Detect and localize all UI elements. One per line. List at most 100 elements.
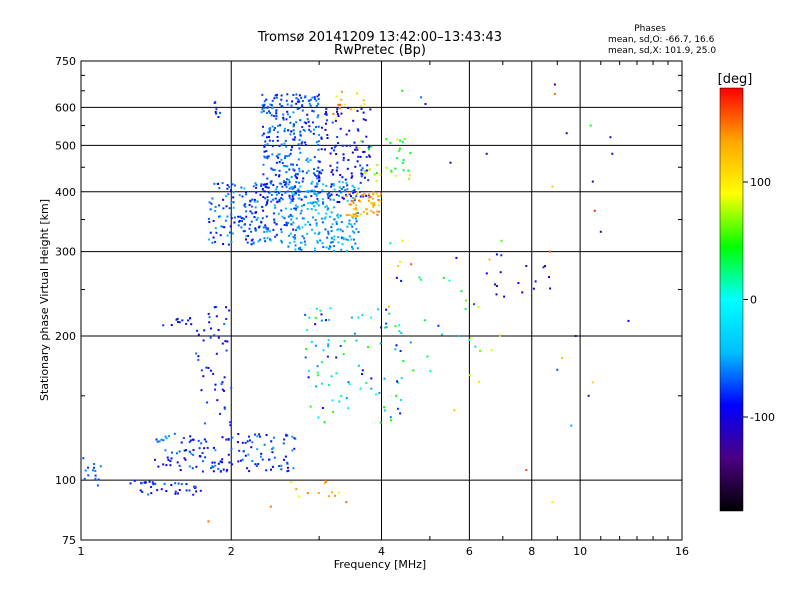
data-point [313,192,316,195]
data-point [268,131,271,134]
data-point [315,224,318,227]
data-point [215,108,218,111]
data-point [264,140,267,143]
data-point [200,442,203,445]
data-point [306,232,309,235]
data-point [336,228,339,231]
data-point [265,215,268,218]
data-point [342,236,345,239]
x-axis-ticks: 1 2 4 6 8 10 16 [78,61,689,558]
data-point [287,469,290,472]
data-point [225,349,228,352]
data-point [485,152,488,155]
data-point [359,195,362,198]
data-point [275,233,278,236]
data-point [253,216,256,219]
data-point [353,238,355,241]
x-tick-label: 10 [573,545,587,558]
data-point [326,193,329,196]
data-point [348,193,351,196]
data-point [336,161,339,164]
data-point [214,227,217,230]
data-point [355,195,358,198]
data-point [401,239,404,242]
data-point [336,214,339,217]
data-point [303,217,306,220]
data-point [322,349,325,352]
data-point [289,152,292,155]
data-point [256,435,259,438]
data-point [301,226,304,229]
data-point [301,170,304,173]
data-point [339,345,342,347]
data-point [299,130,302,133]
data-point [477,306,480,308]
data-point [314,209,317,211]
grid-lines [81,61,682,540]
data-point [408,174,411,177]
data-point [272,106,275,109]
data-point [297,225,300,228]
data-point [223,376,226,379]
data-point [298,100,301,103]
data-point [230,217,233,220]
stats-line-x: mean, sd,X: 101.9, 25.0 [608,46,716,56]
data-point [565,132,568,135]
data-point [332,183,335,185]
data-point [339,127,342,130]
data-point [264,185,267,188]
data-point [333,250,336,253]
data-point [307,120,310,123]
data-point [288,181,291,184]
data-point [553,93,556,95]
data-point [365,208,368,211]
data-point [378,391,381,394]
data-point [245,215,248,218]
data-point [297,143,300,146]
data-point [210,467,212,470]
data-point [330,230,333,232]
data-point [291,100,294,103]
data-point [150,486,153,488]
data-point [230,240,233,243]
data-point [281,185,284,188]
data-point [231,436,234,439]
data-point [418,276,421,279]
data-point [320,382,323,385]
data-point [191,467,194,470]
data-point [274,94,277,97]
data-point [288,178,291,181]
data-point [227,243,230,246]
data-point [330,226,333,229]
data-point [209,336,212,339]
data-point [278,190,281,193]
data-point [315,104,318,107]
data-point [350,195,352,198]
data-point [345,193,347,196]
data-point [173,432,176,435]
data-point [305,190,308,193]
data-point [270,104,273,107]
data-point [325,319,327,322]
data-point [323,217,326,220]
data-point [261,217,264,220]
data-point [218,187,221,190]
data-point [277,124,280,127]
data-point [279,124,282,127]
data-point [277,212,280,215]
data-point [353,214,356,217]
data-point [322,246,325,248]
data-point [593,209,596,212]
data-point [357,231,360,233]
data-point [307,369,310,372]
data-point [245,235,248,238]
data-point [375,393,378,396]
data-point [165,464,168,467]
data-point [244,205,247,208]
data-point [368,154,371,157]
data-point [503,295,506,298]
data-point [174,482,177,485]
colorbar [719,87,744,512]
data-point [272,198,275,201]
data-point [284,127,286,130]
